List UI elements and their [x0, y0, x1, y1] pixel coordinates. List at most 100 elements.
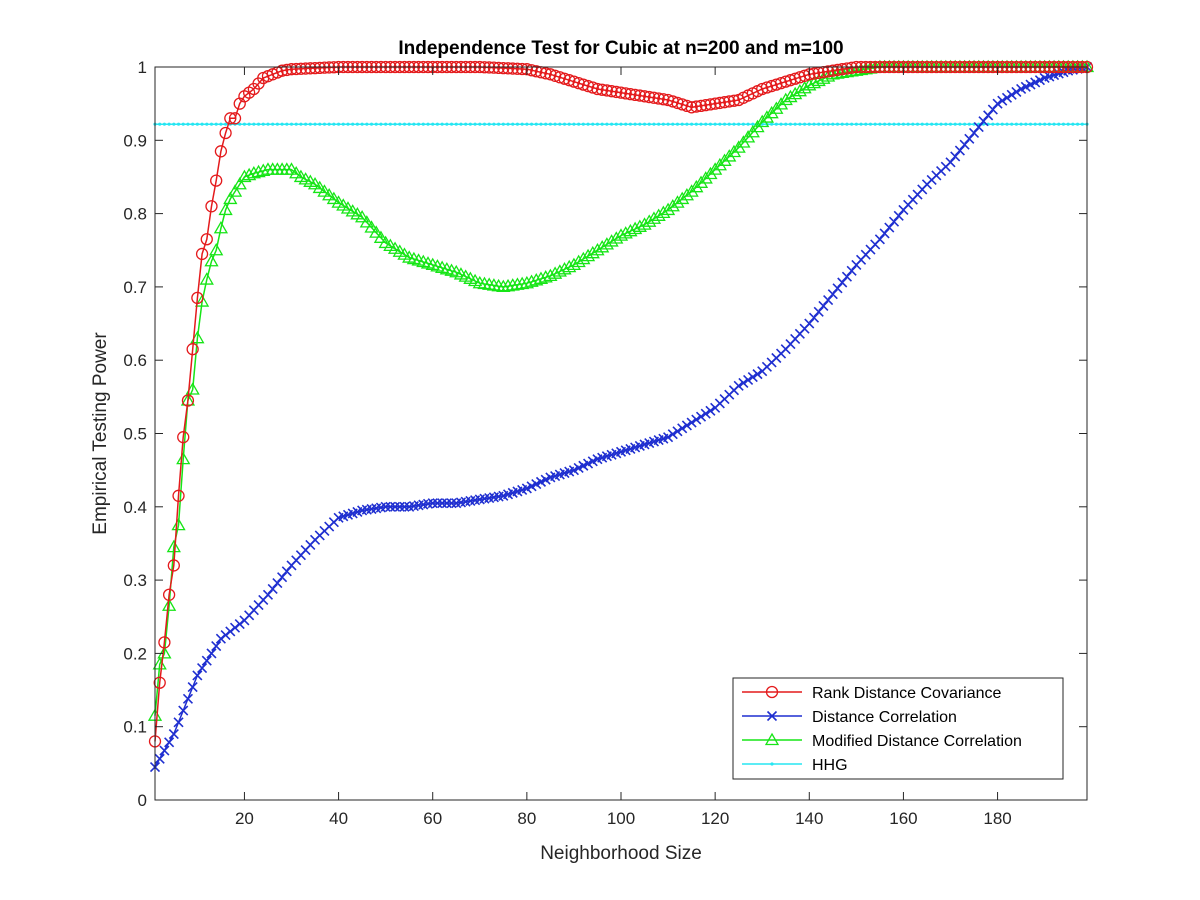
x-tick-label: 80	[517, 809, 536, 828]
data-point-distance-correlation	[997, 95, 1008, 106]
data-point-hhg	[407, 122, 411, 126]
data-point-modified-distance-correlation	[670, 195, 685, 208]
data-point-modified-distance-correlation	[722, 149, 737, 162]
data-point-modified-distance-correlation	[656, 205, 671, 219]
data-point-distance-correlation	[1011, 86, 1022, 97]
data-point-hhg	[355, 122, 360, 126]
data-point-distance-correlation	[747, 371, 758, 383]
data-point-hhg	[360, 122, 364, 126]
data-point-hhg	[205, 122, 209, 126]
data-point-hhg	[751, 122, 755, 126]
data-point-modified-distance-correlation	[232, 176, 247, 190]
data-point-hhg	[944, 122, 948, 126]
data-point-modified-distance-correlation	[289, 165, 304, 179]
data-point-distance-correlation	[380, 501, 391, 512]
data-point-hhg	[995, 122, 1000, 126]
data-point-rank-distance-covariance	[497, 61, 510, 75]
data-point-modified-distance-correlation	[204, 253, 219, 267]
data-point-hhg	[915, 122, 920, 126]
data-point-distance-correlation	[197, 662, 208, 674]
data-point-hhg	[1014, 122, 1018, 126]
data-point-hhg	[901, 122, 906, 126]
data-point-distance-correlation	[808, 312, 820, 323]
data-point-hhg	[920, 122, 924, 126]
data-point-distance-correlation	[399, 501, 410, 512]
data-point-modified-distance-correlation	[839, 64, 855, 78]
data-point-hhg	[553, 122, 557, 126]
y-tick-label: 0.2	[123, 644, 147, 663]
data-point-modified-distance-correlation	[811, 73, 826, 87]
data-point-hhg	[708, 122, 713, 126]
data-point-distance-correlation	[846, 265, 857, 276]
data-point-distance-correlation	[823, 295, 834, 306]
data-point-rank-distance-covariance	[643, 90, 656, 104]
data-point-distance-correlation	[992, 98, 1003, 109]
data-point-distance-correlation	[973, 122, 984, 133]
data-point-rank-distance-covariance	[511, 62, 524, 75]
data-point-distance-correlation	[945, 157, 956, 168]
data-point-hhg	[581, 122, 585, 126]
data-point-rank-distance-covariance	[633, 89, 646, 102]
data-point-rank-distance-covariance	[294, 62, 308, 75]
data-point-distance-correlation	[277, 572, 288, 583]
data-point-distance-correlation	[681, 420, 692, 431]
data-point-modified-distance-correlation	[491, 278, 506, 292]
data-point-modified-distance-correlation	[844, 64, 859, 77]
data-point-distance-correlation	[441, 498, 452, 509]
data-point-hhg	[195, 122, 199, 126]
data-point-hhg	[544, 122, 548, 126]
data-point-hhg	[577, 122, 581, 126]
data-point-hhg	[737, 122, 741, 126]
y-tick-label: 1	[138, 58, 147, 77]
data-point-hhg	[332, 122, 336, 126]
data-point-hhg	[595, 122, 600, 126]
data-point-hhg	[365, 122, 369, 126]
data-point-rank-distance-covariance	[539, 67, 552, 80]
data-point-hhg	[534, 122, 538, 126]
data-point-rank-distance-covariance	[638, 90, 651, 103]
data-point-modified-distance-correlation	[326, 191, 341, 205]
data-point-hhg	[850, 122, 854, 126]
data-point-modified-distance-correlation	[726, 144, 742, 158]
data-point-hhg	[897, 122, 901, 126]
data-point-hhg	[275, 122, 279, 126]
data-point-rank-distance-covariance	[840, 62, 854, 75]
data-point-hhg	[572, 122, 576, 126]
data-point-modified-distance-correlation	[256, 163, 271, 176]
data-point-modified-distance-correlation	[152, 657, 167, 670]
data-point-modified-distance-correlation	[307, 176, 323, 190]
data-point-rank-distance-covariance	[619, 87, 632, 100]
data-point-rank-distance-covariance	[285, 63, 298, 76]
data-point-rank-distance-covariance	[718, 96, 731, 109]
data-point-distance-correlation	[1001, 92, 1013, 103]
data-point-modified-distance-correlation	[675, 191, 690, 205]
x-tick-label: 60	[423, 809, 442, 828]
data-point-modified-distance-correlation	[660, 202, 676, 216]
data-point-hhg	[341, 122, 345, 126]
data-point-rank-distance-covariance	[487, 61, 501, 74]
x-tick-label: 140	[795, 809, 823, 828]
data-point-hhg	[209, 122, 214, 126]
legend-entry-hhg: HHG	[742, 757, 848, 774]
data-point-hhg	[840, 122, 844, 126]
series-hhg	[153, 122, 1089, 126]
data-point-distance-correlation	[159, 745, 170, 756]
data-point-modified-distance-correlation	[477, 276, 492, 290]
data-point-distance-correlation	[888, 216, 900, 227]
data-point-distance-correlation	[691, 414, 702, 425]
data-point-distance-correlation	[959, 139, 970, 150]
data-point-modified-distance-correlation	[557, 261, 572, 275]
data-point-distance-correlation	[663, 432, 674, 443]
data-point-hhg	[1000, 122, 1004, 126]
data-point-modified-distance-correlation	[317, 184, 332, 197]
data-point-modified-distance-correlation	[623, 223, 638, 237]
data-point-hhg	[657, 122, 661, 126]
data-point-hhg	[1005, 122, 1009, 126]
data-point-rank-distance-covariance	[845, 61, 858, 74]
data-point-rank-distance-covariance	[492, 61, 505, 75]
legend-entry-distance-correlation: Distance Correlation	[742, 709, 957, 726]
data-point-hhg	[412, 122, 416, 126]
data-point-modified-distance-correlation	[242, 167, 257, 181]
data-point-hhg	[200, 122, 204, 126]
data-point-modified-distance-correlation	[373, 230, 389, 243]
